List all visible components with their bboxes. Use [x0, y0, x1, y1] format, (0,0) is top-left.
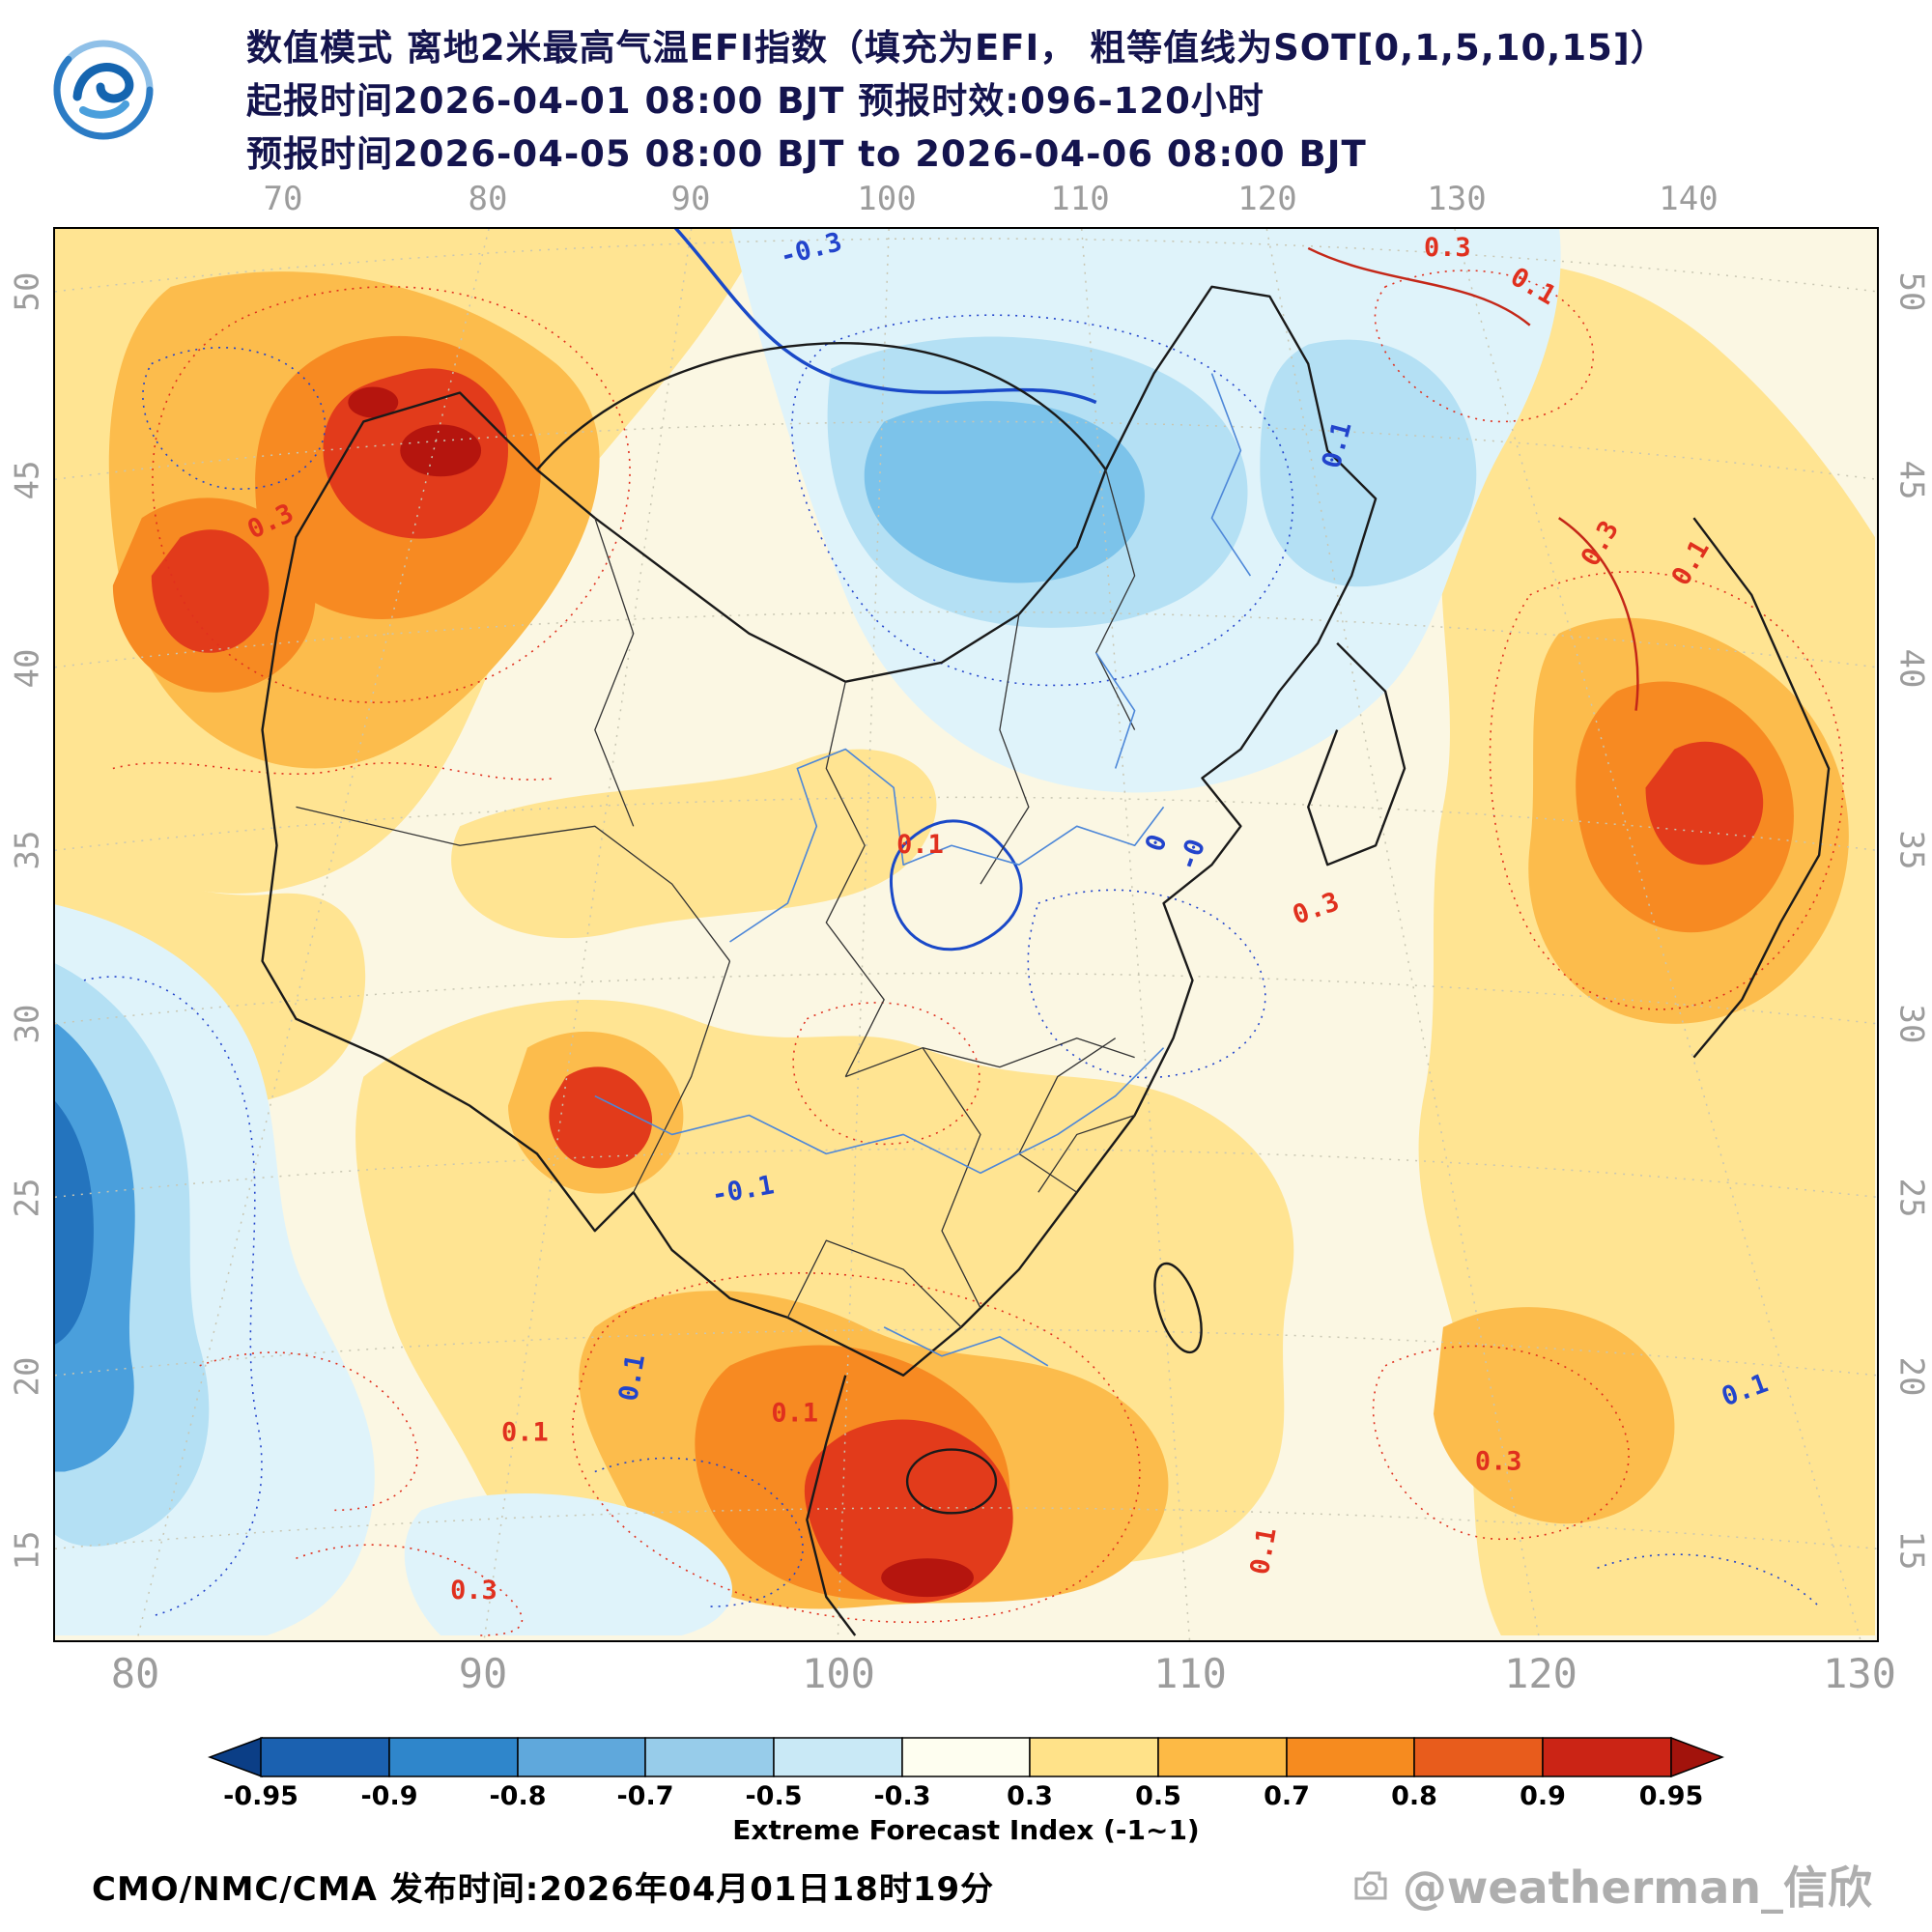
efi-map-canvas: -0.3 0.3 0.1 0.1 0.3 0.3 0.1 0.1 0 -0 0.…: [55, 229, 1877, 1640]
colorbar-segment: [901, 1737, 1031, 1777]
efi-fill-regions: [55, 229, 1876, 1636]
watermark: @weatherman_信欣: [1347, 1853, 1872, 1917]
colorbar-tick: -0.8: [489, 1781, 547, 1811]
contour-label: 0.3: [450, 1576, 497, 1605]
colorbar-segment: [1029, 1737, 1159, 1777]
efi-contours-blue: [83, 314, 1820, 1617]
contour-label: 0.3: [1475, 1446, 1522, 1476]
efi-colorbar: [208, 1737, 1724, 1777]
axis-label-left: 30: [8, 1004, 47, 1044]
province-boundaries: [296, 469, 1136, 1328]
axis-label-right: 15: [1891, 1530, 1931, 1571]
header-titles: 数值模式 离地2米最高气温EFI指数（填充为EFI， 粗等值线为SOT[0,1,…: [246, 21, 1667, 181]
axis-label-left: 20: [8, 1356, 47, 1397]
cma-logo: [53, 40, 154, 140]
axis-label-top: 80: [468, 180, 508, 218]
source-and-issue-time: CMO/NMC/CMA 发布时间:2026年04月01日18时19分: [92, 1870, 995, 1909]
watermark-icon: [1354, 1871, 1387, 1900]
colorbar-right-arrow: [1670, 1737, 1724, 1777]
colorbar-caption: Extreme Forecast Index (-1~1): [732, 1814, 1200, 1846]
colorbar-segment: [1413, 1737, 1544, 1777]
contour-label: 0.1: [771, 1399, 818, 1429]
colorbar-segment: [1542, 1737, 1672, 1777]
axis-label-bottom: 90: [458, 1650, 508, 1697]
axis-label-top: 140: [1659, 180, 1719, 218]
colorbar-tick: 0.8: [1391, 1781, 1437, 1811]
axis-label-bottom: 80: [110, 1650, 160, 1697]
axis-label-right: 35: [1891, 830, 1931, 870]
colorbar-tick: -0.95: [223, 1781, 298, 1811]
axis-label-bottom: 110: [1153, 1650, 1227, 1697]
efi-contours-red: [112, 270, 1844, 1636]
watermark-text: @weatherman_信欣: [1402, 1861, 1872, 1914]
map-title: 数值模式 离地2米最高气温EFI指数（填充为EFI， 粗等值线为SOT[0,1,…: [246, 27, 1667, 69]
axis-label-top: 110: [1050, 180, 1110, 218]
axis-label-bottom: 120: [1504, 1650, 1577, 1697]
colorbar-tick: -0.7: [616, 1781, 674, 1811]
contour-label: 0.1: [501, 1418, 549, 1448]
colorbar-segment: [260, 1737, 390, 1777]
rivers: [594, 373, 1252, 1367]
colorbar-segment: [517, 1737, 646, 1777]
axis-label-right: 40: [1891, 648, 1931, 689]
axis-label-left: 35: [8, 830, 47, 870]
contour-labels: -0.3 0.3 0.1 0.1 0.3 0.3 0.1 0.1 0 -0 0.…: [242, 229, 1772, 1605]
axis-label-left: 50: [8, 271, 47, 312]
axis-label-right: 45: [1891, 460, 1931, 500]
colorbar-tick: 0.7: [1264, 1781, 1310, 1811]
colorbar-tick: 0.95: [1638, 1781, 1704, 1811]
country-boundaries: [261, 285, 1831, 1636]
axis-label-left: 25: [8, 1178, 47, 1218]
colorbar-tick: -0.9: [360, 1781, 418, 1811]
axis-label-top: 90: [670, 180, 711, 218]
init-time-line: 起报时间2026-04-01 08:00 BJT 预报时效:096-120小时: [246, 80, 1264, 122]
axis-label-bottom: 130: [1823, 1650, 1896, 1697]
axis-label-top: 130: [1427, 180, 1487, 218]
axis-label-left: 15: [8, 1530, 47, 1571]
colorbar-left-arrow: [208, 1737, 263, 1777]
axis-label-right: 30: [1891, 1004, 1931, 1044]
efi-map: -0.3 0.3 0.1 0.1 0.3 0.3 0.1 0.1 0 -0 0.…: [53, 227, 1879, 1642]
colorbar-segment: [1286, 1737, 1415, 1777]
colorbar-tick: 0.5: [1135, 1781, 1181, 1811]
graticule: [55, 229, 1877, 1640]
colorbar-segment: [1157, 1737, 1288, 1777]
axis-label-left: 45: [8, 460, 47, 500]
axis-label-right: 20: [1891, 1356, 1931, 1397]
contour-label: 0.1: [896, 830, 944, 860]
colorbar-tick: 0.3: [1007, 1781, 1053, 1811]
axis-label-top: 120: [1237, 180, 1297, 218]
colorbar-tick: -0.5: [745, 1781, 803, 1811]
sot-contours: [673, 229, 1639, 952]
colorbar-segment: [773, 1737, 903, 1777]
axis-label-right: 50: [1891, 271, 1931, 312]
colorbar-segment: [388, 1737, 519, 1777]
colorbar-tick-labels: -0.95 -0.9 -0.8 -0.7 -0.5 -0.3 0.3 0.5 0…: [208, 1781, 1724, 1814]
axis-label-bottom: 100: [802, 1650, 875, 1697]
axis-label-top: 100: [857, 180, 917, 218]
axis-label-left: 40: [8, 648, 47, 689]
axis-label-top: 70: [263, 180, 303, 218]
axis-label-right: 25: [1891, 1178, 1931, 1218]
colorbar-segment: [644, 1737, 775, 1777]
colorbar-tick: -0.3: [873, 1781, 931, 1811]
valid-time-line: 预报时间2026-04-05 08:00 BJT to 2026-04-06 0…: [246, 133, 1367, 175]
colorbar-tick: 0.9: [1520, 1781, 1566, 1811]
contour-label: 0.3: [1424, 233, 1471, 263]
